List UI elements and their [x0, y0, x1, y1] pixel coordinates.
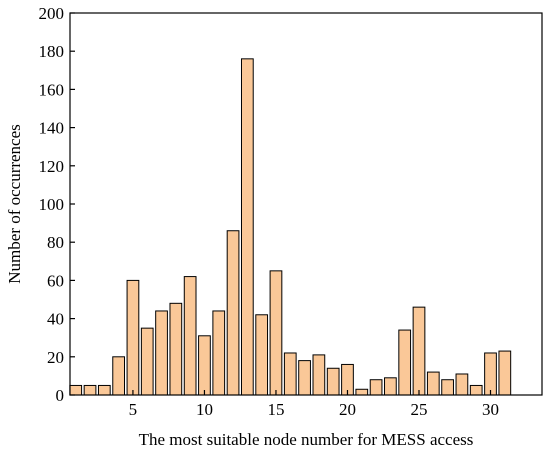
bar-node-19: [326, 367, 340, 396]
bar-node-5: [126, 279, 140, 396]
bar-node-9: [183, 276, 197, 396]
y-tick-label: 80: [47, 233, 64, 252]
bar-node-6: [140, 327, 154, 396]
bar-node-27: [441, 379, 454, 396]
bar-node-15: [269, 270, 283, 396]
y-tick-label: 20: [47, 348, 64, 367]
bar-node-26: [426, 371, 440, 396]
bar-node-24: [398, 329, 412, 396]
x-tick-label: 30: [482, 400, 499, 419]
bar-node-12: [226, 230, 240, 396]
bar-node-23: [384, 377, 397, 396]
y-tick-label: 160: [39, 80, 65, 99]
bar-node-16: [283, 352, 297, 396]
plot-frame: [69, 12, 543, 396]
bar-node-25: [412, 306, 426, 396]
y-tick-label: 200: [39, 4, 65, 23]
bar-node-17: [298, 360, 311, 396]
bar-node-18: [312, 354, 326, 396]
bar-node-8: [169, 302, 183, 396]
x-axis-title: The most suitable node number for MESS a…: [139, 430, 474, 449]
y-tick-label: 40: [47, 310, 64, 329]
bars-group: [69, 58, 512, 396]
y-axis-title: Number of occurrences: [5, 124, 24, 284]
bar-node-10: [198, 335, 211, 396]
bar-node-21: [355, 388, 369, 396]
bar-node-13: [240, 58, 254, 396]
bar-node-3: [97, 384, 111, 396]
bar-node-11: [212, 310, 226, 396]
x-tick-label: 15: [267, 400, 284, 419]
y-tick-label: 60: [47, 271, 64, 290]
x-tick-label: 20: [339, 400, 356, 419]
bar-node-2: [83, 384, 97, 396]
bar-node-14: [255, 314, 269, 396]
x-tick-label: 25: [410, 400, 427, 419]
y-tick-label: 180: [39, 42, 65, 61]
y-tick-label: 120: [39, 157, 65, 176]
bar-node-7: [155, 310, 168, 396]
y-tick-label: 0: [56, 386, 65, 405]
bar-node-31: [498, 350, 512, 396]
y-tick-label: 140: [39, 119, 65, 138]
bar-node-29: [469, 384, 483, 396]
x-tick-label: 10: [196, 400, 213, 419]
y-tick-label: 100: [39, 195, 65, 214]
bar-node-1: [69, 384, 83, 396]
bar-node-30: [484, 352, 497, 396]
bar-node-22: [369, 379, 383, 396]
bar-node-4: [112, 356, 125, 396]
y-axis: 0 20 40 60 80 100 120 140 160 180 200: [39, 4, 75, 405]
bar-node-28: [455, 373, 469, 396]
x-tick-label: 5: [129, 400, 138, 419]
x-axis: 5 10 15 20 25 30: [129, 390, 499, 419]
